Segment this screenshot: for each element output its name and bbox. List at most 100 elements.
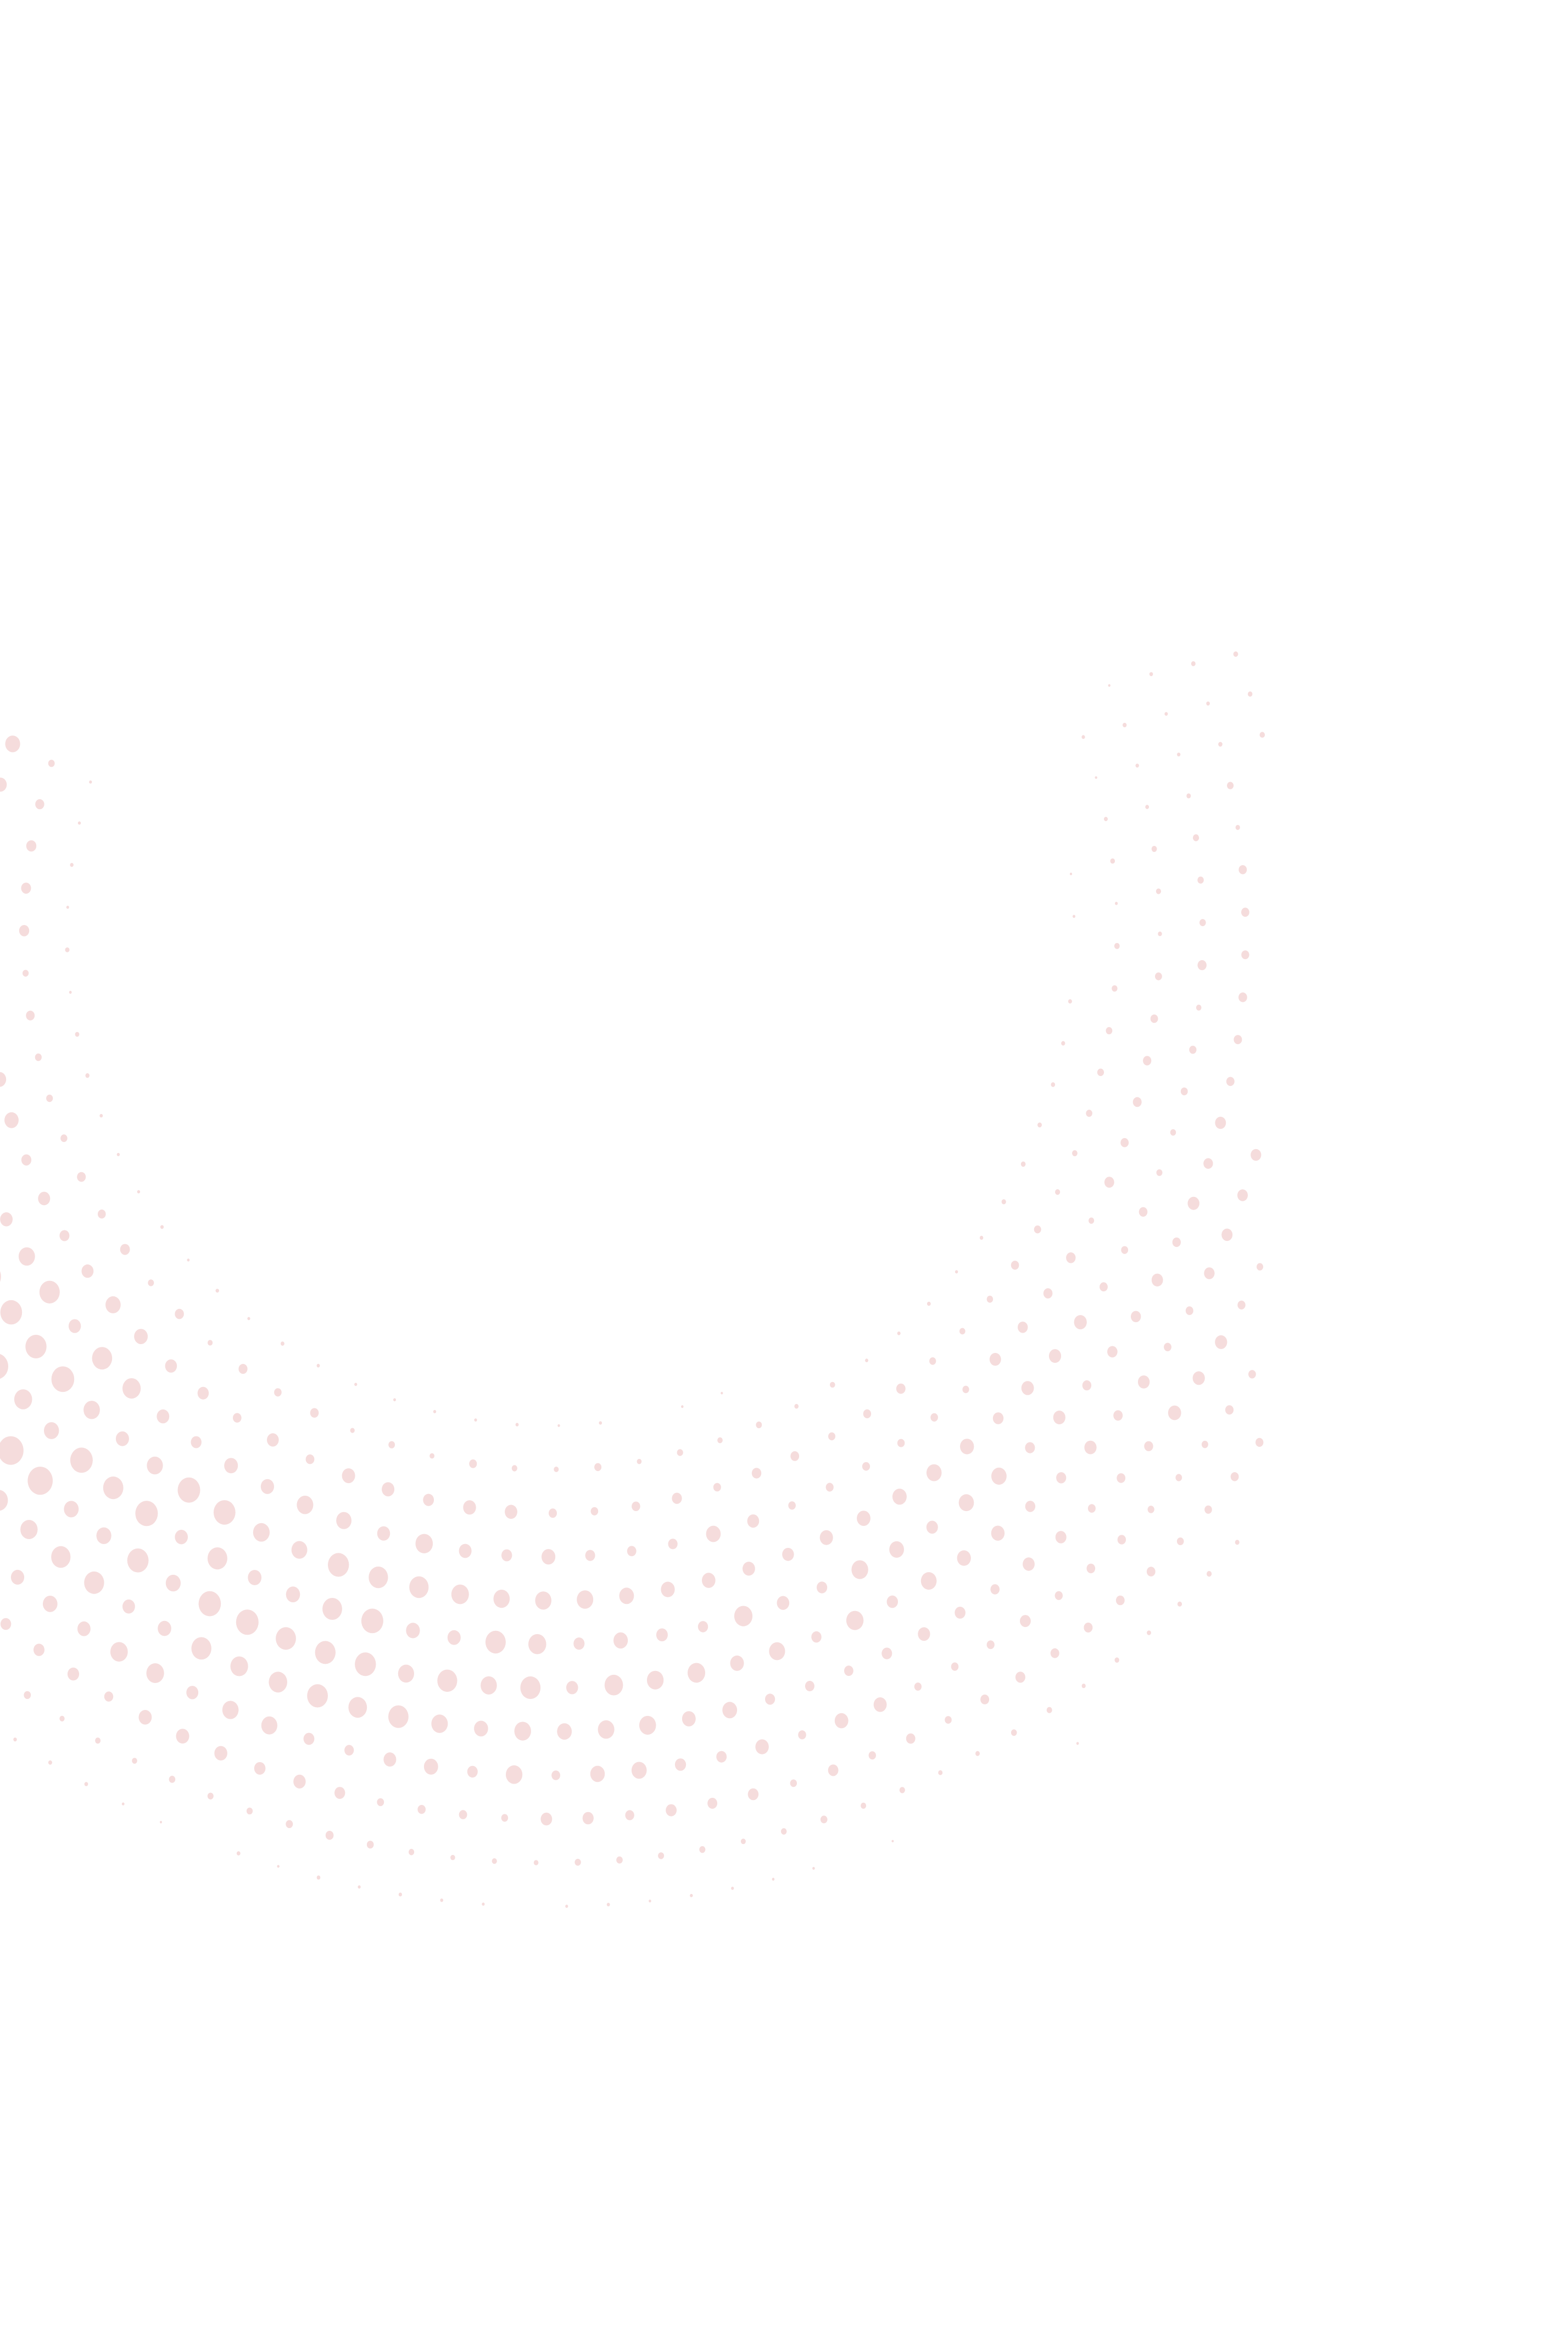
halftone-dot: [772, 1877, 775, 1881]
halftone-dot: [1050, 1648, 1059, 1658]
halftone-dot: [51, 1546, 71, 1568]
halftone-dot: [1131, 1311, 1141, 1323]
halftone-dot: [1106, 1027, 1113, 1034]
halftone-dot: [632, 1501, 640, 1511]
halftone-dot: [0, 1618, 12, 1630]
halftone-dot: [1108, 684, 1111, 687]
halftone-dot: [1180, 1087, 1188, 1096]
halftone-dot: [747, 1514, 760, 1528]
halftone-dot: [1248, 691, 1253, 697]
halftone-dot: [1145, 805, 1150, 809]
halftone-dot: [892, 1489, 907, 1505]
halftone-dot: [986, 1640, 995, 1650]
halftone-dot: [260, 1479, 274, 1494]
halftone-dot: [1149, 672, 1153, 677]
halftone-dot: [1241, 950, 1249, 960]
halftone-dot: [891, 1840, 894, 1842]
halftone-dot: [886, 1595, 899, 1608]
halftone-dot: [433, 1409, 437, 1413]
halftone-dot: [344, 1745, 354, 1756]
halftone-dot: [75, 1032, 80, 1037]
halftone-dot: [661, 1581, 675, 1597]
halftone-dot: [702, 1573, 716, 1588]
halftone-dot: [616, 1856, 623, 1864]
halftone-dot: [899, 1787, 905, 1793]
halftone-dot: [1114, 943, 1120, 949]
halftone-dot: [1073, 915, 1075, 918]
halftone-dot: [0, 1436, 24, 1465]
halftone-dot: [24, 1691, 31, 1700]
halftone-dot: [1086, 1110, 1092, 1117]
halftone-dot: [958, 1494, 974, 1512]
halftone-dot: [1147, 1506, 1154, 1513]
halftone-dot: [906, 1733, 916, 1744]
halftone-dot: [213, 1500, 236, 1525]
halftone-dot: [960, 1439, 974, 1455]
halftone-dot: [388, 1441, 395, 1448]
halftone-dot: [1025, 1442, 1035, 1453]
halftone-dot: [230, 1656, 248, 1676]
halftone-dot: [291, 1541, 308, 1559]
halftone-dot: [1201, 1440, 1208, 1448]
halftone-dot: [515, 1423, 519, 1427]
halftone-dot: [1081, 735, 1085, 739]
halftone-dot: [1185, 1306, 1193, 1316]
halftone-dot: [214, 1746, 227, 1760]
halftone-dot: [1074, 1315, 1087, 1330]
halftone-dot: [1146, 1567, 1156, 1576]
halftone-dot: [1037, 1122, 1042, 1128]
halftone-dot: [573, 1637, 585, 1650]
halftone-dot: [121, 1802, 125, 1806]
halftone-dot: [881, 1647, 892, 1659]
halftone-dot: [92, 1347, 113, 1370]
halftone-dot: [1100, 1282, 1108, 1291]
halftone-dot: [1144, 1441, 1153, 1451]
halftone-dot: [1089, 1217, 1095, 1224]
halftone-dot: [83, 1401, 100, 1419]
halftone-dot: [980, 1695, 990, 1704]
halftone-dot: [35, 799, 44, 810]
halftone-dot: [1177, 1601, 1182, 1607]
halftone-dot: [805, 1681, 814, 1691]
halftone-dot: [281, 1341, 284, 1346]
halftone-dot: [533, 1860, 539, 1865]
halftone-dot: [148, 1279, 154, 1286]
halftone-dot: [590, 1507, 599, 1515]
halftone-dot: [293, 1774, 306, 1788]
halftone-dot: [846, 1611, 864, 1630]
halftone-dot: [116, 1152, 120, 1156]
halftone-dot: [897, 1439, 905, 1447]
halftone-dot: [66, 905, 69, 909]
halftone-dot: [1135, 764, 1139, 768]
halftone-dot: [1248, 1370, 1256, 1379]
halftone-dot: [122, 1378, 141, 1399]
halftone-dot: [1086, 1563, 1096, 1574]
halftone-dot: [440, 1898, 443, 1902]
halftone-dot: [828, 1432, 835, 1441]
halftone-dot: [132, 1758, 137, 1764]
halftone-dot: [1120, 1138, 1129, 1147]
halftone-dot: [1137, 1375, 1150, 1389]
halftone-dot: [566, 1681, 578, 1695]
halftone-dot: [334, 1787, 345, 1799]
halftone-dot: [469, 1459, 477, 1468]
halftone-dot: [861, 1802, 867, 1809]
halftone-dot: [1155, 972, 1162, 980]
halftone-dot: [169, 1775, 176, 1783]
halftone-dot: [1203, 1158, 1213, 1169]
halftone-dot: [1112, 985, 1118, 992]
halftone-dot: [224, 1458, 238, 1474]
halftone-dot: [1072, 1150, 1078, 1156]
halftone-dot: [1197, 876, 1204, 884]
halftone-dot: [1104, 817, 1108, 821]
halftone-dot: [253, 1523, 270, 1542]
halftone-dot: [713, 1483, 721, 1492]
halftone-dot: [59, 1715, 65, 1721]
halftone-dot: [103, 1476, 124, 1500]
halftone-dot: [1199, 919, 1206, 927]
halftone-dot: [39, 1280, 60, 1303]
halftone-dot: [474, 1720, 488, 1737]
halftone-dot: [528, 1634, 546, 1654]
halftone-dot: [585, 1550, 595, 1561]
